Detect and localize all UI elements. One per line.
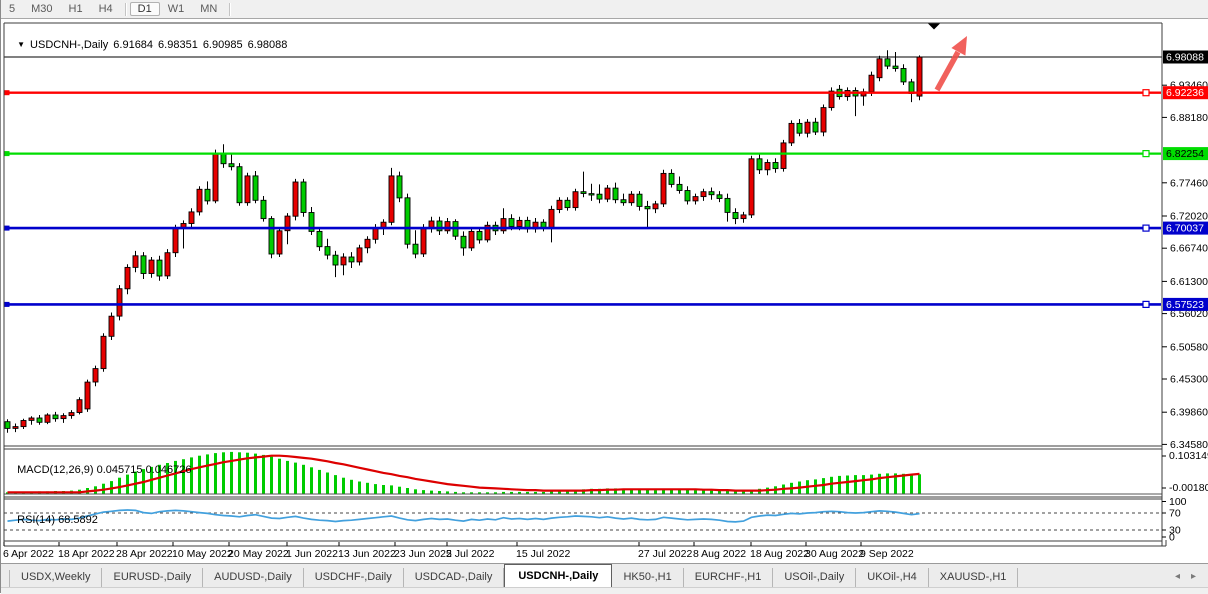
svg-text:6.39860: 6.39860 — [1170, 407, 1208, 419]
price-badge-6.57523: 6.57523 — [1163, 297, 1208, 311]
timeframe-button-h1[interactable]: H1 — [68, 3, 83, 15]
rsi-name: RSI(14) — [17, 514, 56, 526]
timeframe-button-5[interactable]: 5 — [9, 3, 16, 15]
macd-indicator-label: MACD(12,26,9) 0.045715 0.046726 — [11, 452, 191, 476]
timeframe-button-h4[interactable]: H4 — [98, 3, 113, 15]
macd-name: MACD(12,26,9) — [17, 464, 94, 476]
ohlc-low: 6.90985 — [202, 39, 243, 51]
chart-tab-usoil-daily[interactable]: USOil-,Daily — [773, 568, 857, 587]
svg-text:18 Aug 2022: 18 Aug 2022 — [750, 548, 809, 560]
chart-tab-eurchf-h1[interactable]: EURCHF-,H1 — [684, 568, 774, 587]
svg-text:0: 0 — [1169, 532, 1175, 544]
ohlc-open: 6.91684 — [113, 39, 154, 51]
svg-text:6 Apr 2022: 6 Apr 2022 — [3, 548, 54, 560]
svg-text:6.50580: 6.50580 — [1170, 341, 1208, 353]
chart-tab-usdcnh-daily[interactable]: USDCNH-,Daily — [504, 564, 613, 587]
svg-text:28 Apr 2022: 28 Apr 2022 — [116, 548, 173, 560]
hline-6.92236[interactable] — [4, 89, 1162, 97]
timeframe-button-m30[interactable]: M30 — [31, 3, 53, 15]
macd-axis: 0.103149 -0.001805 — [1162, 450, 1208, 494]
tab-scroll-buttons: ◂ ▸ — [1163, 571, 1208, 587]
svg-text:6.72020: 6.72020 — [1170, 211, 1208, 223]
rsi-value: 68.5892 — [58, 514, 98, 526]
candlestick-series — [4, 50, 923, 433]
svg-text:8 Aug 2022: 8 Aug 2022 — [693, 548, 746, 560]
svg-text:30 Aug 2022: 30 Aug 2022 — [805, 548, 864, 560]
toolbar-separator — [229, 2, 231, 16]
hline-6.82254[interactable] — [4, 150, 1162, 158]
price-badge-6.70037: 6.70037 — [1163, 221, 1208, 235]
triangle-marker-icon[interactable] — [928, 23, 940, 30]
chart-tab-xauusd-h1[interactable]: XAUUSD-,H1 — [929, 568, 1019, 587]
price-badge-6.82254: 6.82254 — [1163, 147, 1208, 161]
svg-text:1 Jun 2022: 1 Jun 2022 — [286, 548, 338, 560]
timeframe-toolbar: 5 M30 H1 H4 D1 W1 MN — [1, 0, 1208, 19]
chart-tab-ukoil-h4[interactable]: UKOil-,H4 — [856, 568, 929, 587]
panel-borders — [3, 22, 1167, 547]
chart-tab-audusd-daily[interactable]: AUDUSD-,Daily — [203, 568, 304, 587]
svg-text:6.98088: 6.98088 — [1166, 52, 1204, 64]
timeframe-button-d1[interactable]: D1 — [129, 2, 160, 16]
collapse-triangle-icon[interactable]: ▼ — [17, 40, 26, 49]
chart-tab-usdcad-daily[interactable]: USDCAD-,Daily — [404, 568, 505, 587]
chart-tab-eurusd-daily[interactable]: EURUSD-,Daily — [102, 568, 204, 587]
svg-text:20 May 2022: 20 May 2022 — [228, 548, 289, 560]
svg-text:18 Apr 2022: 18 Apr 2022 — [58, 548, 115, 560]
chart-tab-hk50-h1[interactable]: HK50-,H1 — [612, 568, 684, 587]
ohlc-close: 6.98088 — [247, 39, 288, 51]
svg-text:10 May 2022: 10 May 2022 — [172, 548, 233, 560]
svg-text:100: 100 — [1169, 496, 1187, 508]
svg-text:9 Sep 2022: 9 Sep 2022 — [860, 548, 914, 560]
trend-arrow-object[interactable] — [934, 36, 967, 92]
hline-6.70037[interactable] — [4, 224, 1162, 232]
svg-text:23 Jun 2022: 23 Jun 2022 — [394, 548, 452, 560]
svg-text:13 Jun 2022: 13 Jun 2022 — [338, 548, 396, 560]
tab-scroll-right-icon[interactable]: ▸ — [1190, 571, 1196, 582]
toolbar-separator — [124, 2, 126, 16]
hline-6.57523[interactable] — [4, 300, 1162, 308]
svg-text:0.103149: 0.103149 — [1169, 450, 1208, 462]
svg-text:6.45300: 6.45300 — [1170, 374, 1208, 386]
price-badge-6.98088: 6.98088 — [1163, 50, 1208, 64]
tab-bar-lead — [1, 570, 10, 587]
svg-text:6.92236: 6.92236 — [1166, 87, 1204, 99]
svg-text:6.82254: 6.82254 — [1166, 148, 1204, 160]
date-axis: 6 Apr 2022 18 Apr 2022 28 Apr 2022 10 May 2… — [3, 542, 914, 560]
chart-plot-area[interactable] — [4, 23, 1162, 546]
svg-text:6.66740: 6.66740 — [1170, 243, 1208, 255]
svg-text:6.56020: 6.56020 — [1170, 308, 1208, 320]
chart-symbol-label: USDCNH-,Daily — [30, 39, 109, 51]
chart-title: ▼ USDCNH-,Daily 6.91684 6.98351 6.90985 6.980… — [11, 27, 287, 51]
chart-tab-usdchf-daily[interactable]: USDCHF-,Daily — [304, 568, 404, 587]
svg-text:-0.001805: -0.001805 — [1169, 482, 1208, 494]
svg-text:6.34580: 6.34580 — [1170, 439, 1208, 451]
status-bar — [1, 587, 1208, 594]
chart-tab-usdx-weekly[interactable]: USDX,Weekly — [10, 568, 103, 587]
svg-text:70: 70 — [1169, 508, 1181, 520]
svg-text:27 Jul 2022: 27 Jul 2022 — [638, 548, 692, 560]
price-badge-6.92236: 6.92236 — [1163, 86, 1208, 100]
rsi-series — [4, 509, 1162, 531]
timeframe-button-mn[interactable]: MN — [200, 3, 218, 15]
price-axis: 6.934606.881806.774606.720206.667406.613… — [1162, 80, 1208, 451]
svg-text:15 Jul 2022: 15 Jul 2022 — [516, 548, 570, 560]
svg-text:6.77460: 6.77460 — [1170, 177, 1208, 189]
chart-tab-bar: USDX,Weekly EURUSD-,Daily AUDUSD-,Daily USD… — [1, 563, 1208, 587]
macd-value-main: 0.045715 — [96, 464, 143, 476]
rsi-indicator-label: RSI(14) 68.5892 — [11, 502, 98, 526]
macd-series — [4, 451, 1162, 495]
svg-text:6.61300: 6.61300 — [1170, 276, 1208, 288]
svg-text:6.88180: 6.88180 — [1170, 112, 1208, 124]
tab-scroll-left-icon[interactable]: ◂ — [1174, 571, 1180, 582]
svg-text:5 Jul 2022: 5 Jul 2022 — [446, 548, 495, 560]
ohlc-high: 6.98351 — [158, 39, 198, 51]
svg-text:6.57523: 6.57523 — [1166, 299, 1204, 311]
svg-text:30: 30 — [1169, 525, 1181, 537]
macd-value-signal: 0.046726 — [145, 464, 192, 476]
timeframe-button-w1[interactable]: W1 — [167, 3, 185, 15]
svg-text:6.70037: 6.70037 — [1166, 223, 1204, 235]
